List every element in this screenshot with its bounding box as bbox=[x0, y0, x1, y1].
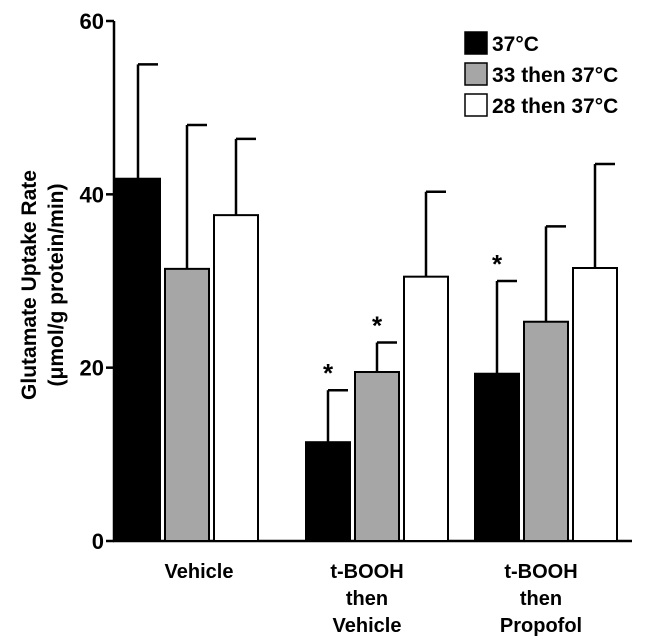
y-tick-label: 20 bbox=[80, 356, 104, 381]
bar bbox=[164, 267, 210, 542]
legend: 37°C 33 then 37°C 28 then 37°C bbox=[464, 31, 618, 118]
y-tick-label: 60 bbox=[80, 9, 104, 34]
x-tick-label: t-BOOH bbox=[504, 561, 577, 583]
bar bbox=[115, 177, 161, 542]
significance-asterisk: * bbox=[323, 358, 334, 388]
legend-label: 28 then 37°C bbox=[492, 95, 618, 118]
significance-asterisk: * bbox=[372, 311, 383, 341]
x-tick-label: then bbox=[520, 588, 562, 610]
bar bbox=[403, 275, 449, 542]
bar bbox=[213, 214, 259, 542]
x-tick-label: Vehicle bbox=[333, 615, 402, 637]
bar bbox=[523, 320, 569, 542]
bars bbox=[115, 63, 618, 543]
y-tick-label: 40 bbox=[80, 182, 104, 207]
x-tick-labels: Vehicle t-BOOH then Vehicle t-BOOH then Propof… bbox=[165, 561, 583, 637]
legend-swatch bbox=[464, 31, 488, 55]
legend-swatch bbox=[464, 93, 488, 117]
y-axis-label-line1: Glutamate Uptake Rate bbox=[18, 170, 41, 400]
bar bbox=[305, 441, 351, 543]
significance-marks: * * * bbox=[323, 249, 503, 388]
y-axis-label-line2: (μmol/g protein/min) bbox=[45, 184, 68, 387]
x-tick-label: Propofol bbox=[500, 615, 582, 637]
legend-swatch bbox=[464, 62, 488, 86]
x-tick-label: t-BOOH bbox=[330, 561, 403, 583]
bar bbox=[354, 371, 400, 542]
y-tick-label: 0 bbox=[92, 529, 104, 554]
significance-asterisk: * bbox=[492, 249, 503, 279]
legend-label: 37°C bbox=[492, 33, 539, 56]
bar bbox=[474, 372, 520, 542]
bar bbox=[572, 267, 618, 542]
legend-label: 33 then 37°C bbox=[492, 64, 618, 87]
x-tick-label: then bbox=[346, 588, 388, 610]
x-tick-label: Vehicle bbox=[165, 561, 234, 583]
